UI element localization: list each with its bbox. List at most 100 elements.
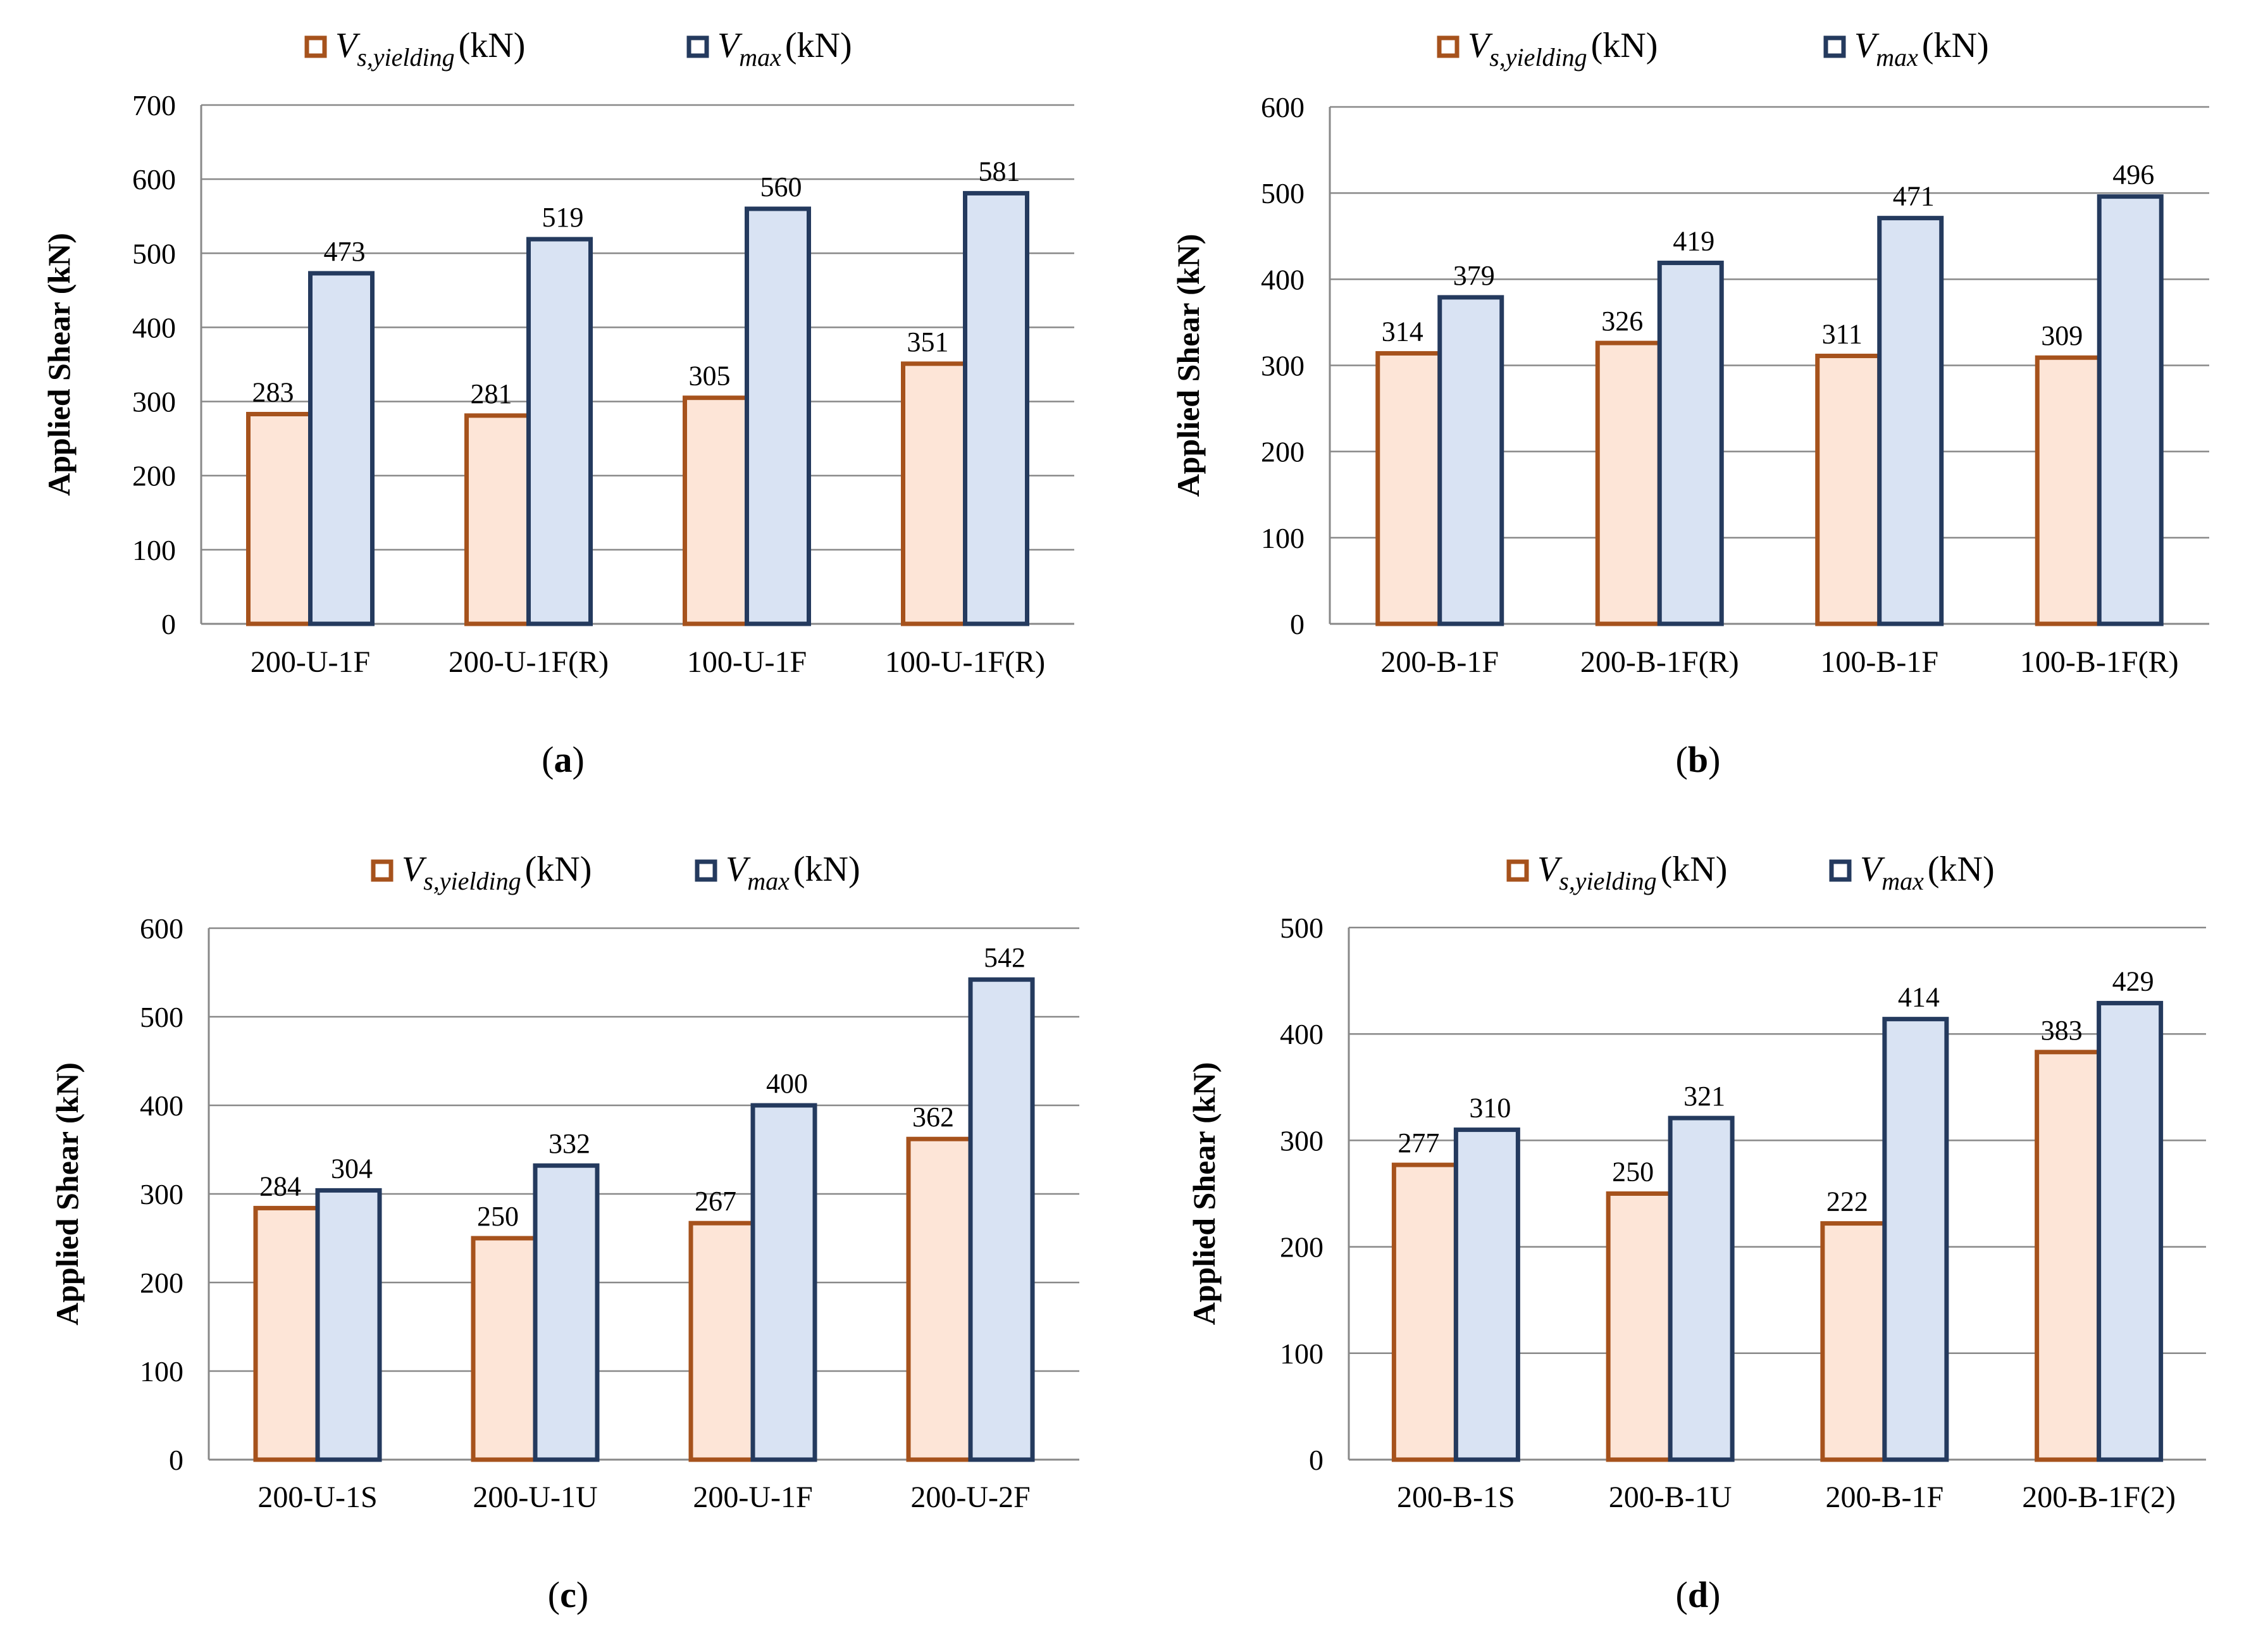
legend: Vs,yielding (kN) Vmax (kN) <box>1506 850 1995 895</box>
legend-entry: Vs,yielding (kN) <box>1537 850 1727 895</box>
data-label: 560 <box>760 171 802 202</box>
y-tick-label: 0 <box>1290 608 1305 640</box>
y-tick-label: 600 <box>140 912 183 945</box>
bar-vs-yielding <box>471 1236 538 1462</box>
bar-vmax <box>2097 194 2164 626</box>
x-category-label: 200-U-1S <box>257 1481 377 1514</box>
legend-entry: Vmax (kN) <box>717 26 852 71</box>
legend: Vs,yielding (kN) Vmax (kN) <box>304 26 852 71</box>
legend-swatch <box>686 35 709 58</box>
data-label: 519 <box>542 202 584 233</box>
legend-swatch <box>371 859 394 882</box>
data-label: 309 <box>2041 320 2083 351</box>
chart-panel-b: 0 100 200 300 400 500 600 Applied Shear (kN) 314… <box>1170 26 2209 780</box>
data-label: 496 <box>2112 159 2154 190</box>
bar-vmax <box>1453 1127 1520 1462</box>
x-category-label: 200-B-1S <box>1397 1481 1515 1514</box>
bar-vs-yielding <box>1820 1221 1887 1462</box>
data-label: 250 <box>1612 1157 1654 1188</box>
y-tick-label: 600 <box>1261 91 1305 123</box>
legend-entry: Vs,yielding (kN) <box>402 850 592 895</box>
data-label: 383 <box>2041 1015 2083 1046</box>
y-tick-label: 300 <box>140 1178 183 1210</box>
y-tick-label: 0 <box>161 608 176 640</box>
data-label: 310 <box>1469 1093 1511 1124</box>
data-label: 414 <box>1898 982 1940 1013</box>
y-tick-label: 200 <box>1261 436 1305 468</box>
panel-label: (c) <box>548 1574 588 1615</box>
bar-vmax <box>1668 1115 1735 1462</box>
data-label: 314 <box>1382 316 1423 347</box>
legend-entry: Vmax (kN) <box>726 850 860 895</box>
data-label: 429 <box>2112 966 2154 997</box>
y-tick-label: 500 <box>1261 177 1305 209</box>
x-category-label: 200-U-2F <box>910 1481 1030 1514</box>
y-tick-label: 300 <box>1280 1124 1323 1157</box>
x-category-label: 100-B-1F(R) <box>2020 645 2179 679</box>
legend-entry: Vs,yielding (kN) <box>335 26 525 71</box>
y-tick-label: 700 <box>132 89 176 121</box>
y-tick-label: 300 <box>1261 350 1305 382</box>
data-label: 471 <box>1893 181 1935 212</box>
data-label: 305 <box>689 361 731 392</box>
bar-vmax <box>745 206 811 626</box>
bar-vs-yielding <box>2035 355 2102 626</box>
bar-vs-yielding <box>901 361 967 626</box>
x-category-label: 200-U-1F(R) <box>449 645 609 679</box>
panel-label: (b) <box>1676 739 1721 780</box>
bar-vs-yielding <box>2035 1050 2102 1462</box>
bar-vmax <box>2097 1000 2164 1462</box>
legend-entry: Vmax (kN) <box>1854 26 1989 71</box>
data-label: 473 <box>324 236 366 267</box>
y-axis-title: Applied Shear (kN) <box>41 233 77 496</box>
bar-vmax <box>1437 295 1504 626</box>
bar-vs-yielding <box>253 1205 320 1462</box>
data-label: 281 <box>471 378 512 409</box>
data-label: 362 <box>912 1102 954 1133</box>
y-tick-label: 500 <box>1280 912 1323 944</box>
data-label: 267 <box>695 1186 736 1217</box>
y-tick-label: 200 <box>132 460 176 492</box>
y-axis-title: Applied Shear (kN) <box>1170 234 1206 497</box>
x-category-label: 200-B-1F <box>1380 645 1499 679</box>
y-tick-label: 100 <box>132 534 176 566</box>
x-category-label: 200-B-1U <box>1609 1481 1732 1514</box>
bar-vmax <box>1657 260 1724 626</box>
x-category-label: 200-U-1F <box>693 1481 812 1514</box>
x-category-label: 200-B-1F(2) <box>2022 1481 2176 1514</box>
bar-vmax <box>308 271 375 626</box>
bar-vmax <box>533 1163 600 1462</box>
bar-vs-yielding <box>683 395 749 626</box>
bar-vs-yielding <box>246 411 313 626</box>
legend-swatch <box>1506 859 1529 882</box>
bar-vs-yielding <box>1595 340 1662 626</box>
data-label: 332 <box>549 1128 590 1159</box>
data-label: 283 <box>252 376 294 407</box>
y-tick-label: 0 <box>1309 1444 1323 1476</box>
data-label: 304 <box>331 1153 373 1184</box>
y-axis-title: Applied Shear (kN) <box>49 1062 85 1326</box>
x-category-label: 200-B-1F(R) <box>1580 645 1739 679</box>
legend-swatch <box>1823 35 1846 58</box>
panel-label: (a) <box>542 739 585 780</box>
bar-vs-yielding <box>1391 1162 1458 1462</box>
data-label: 542 <box>984 942 1026 973</box>
data-label: 326 <box>1601 306 1643 337</box>
data-label: 400 <box>766 1068 808 1099</box>
data-label: 250 <box>477 1201 519 1232</box>
data-label: 284 <box>259 1171 301 1202</box>
bar-vmax <box>750 1103 817 1462</box>
bar-vmax <box>1882 1017 1949 1462</box>
y-tick-label: 400 <box>132 311 176 344</box>
data-label: 419 <box>1673 225 1714 256</box>
bar-vmax <box>526 237 593 626</box>
x-category-label: 100-U-1F(R) <box>885 645 1045 679</box>
legend-entry: Vs,yielding (kN) <box>1468 26 1658 71</box>
x-category-label: 200-U-1F <box>251 645 370 679</box>
legend-swatch <box>1437 35 1460 58</box>
data-label: 351 <box>907 326 949 357</box>
bar-vmax <box>1877 216 1944 626</box>
data-label: 321 <box>1683 1081 1725 1112</box>
